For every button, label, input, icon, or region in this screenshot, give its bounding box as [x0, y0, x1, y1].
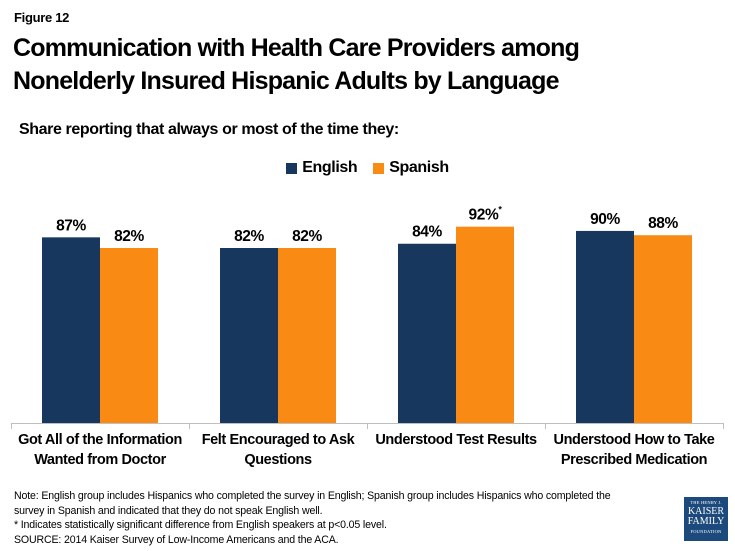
x-tick-label: Felt Encouraged to Ask Questions: [189, 430, 367, 470]
bar-spanish: [634, 235, 692, 423]
logo-line-4: FOUNDATION: [690, 529, 722, 534]
chart-title-line-2: Nonelderly Insured Hispanic Adults by La…: [13, 67, 560, 95]
x-tick-label-line: Got All of the Information: [18, 432, 182, 448]
x-tick-label-line: Understood How to Take: [553, 432, 715, 448]
x-tick-label-line: Prescribed Medication: [560, 452, 708, 468]
bar-english: [398, 243, 456, 423]
legend-swatch-spanish: [373, 162, 385, 174]
significance-note: * Indicates statistically significant di…: [14, 519, 387, 531]
logo-line-2: KAISER: [687, 506, 725, 517]
chart-title: Communication with Health Care Providers…: [13, 32, 580, 98]
logo-line-1: THE HENRY J.: [690, 500, 722, 505]
bar-chart: 87% 82% 84% 90% 82% 82% 92%* 88%: [11, 205, 724, 429]
legend: English Spanish: [0, 159, 735, 177]
chart-subtitle: Share reporting that always or most of t…: [19, 121, 399, 138]
bar-english: [220, 248, 278, 423]
chart-title-line-1: Communication with Health Care Providers…: [13, 34, 580, 62]
legend-swatch-english: [286, 162, 298, 174]
legend-item-english: English: [286, 159, 358, 177]
figure-label: Figure 12: [14, 10, 70, 25]
data-label-english: 84%: [412, 224, 442, 241]
source-note: SOURCE: 2014 Kaiser Survey of Low-Income…: [14, 533, 339, 546]
kff-logo: THE HENRY J. KAISER FAMILY FOUNDATION: [684, 497, 728, 541]
x-tick-label-line: Understood Test Results: [375, 432, 537, 448]
data-label-spanish: 82%: [114, 228, 144, 245]
x-tick-label: Understood Test Results: [367, 430, 545, 450]
legend-item-spanish: Spanish: [373, 159, 449, 177]
legend-label-spanish: Spanish: [389, 159, 449, 176]
x-tick-label-line: Questions: [244, 452, 312, 468]
chart-notes: Note: English group includes Hispanics w…: [14, 489, 664, 547]
significance-marker: *: [498, 205, 502, 215]
logo-line-3: FAMILY: [687, 516, 725, 527]
x-tick-label: Understood How to Take Prescribed Medicat…: [545, 430, 723, 470]
note-line-1: Note: English group includes Hispanics w…: [14, 490, 611, 502]
x-tick-label-line: Felt Encouraged to Ask: [201, 432, 355, 448]
data-label-spanish: 92%*: [469, 205, 503, 224]
note-line-2: survey in Spanish and indicated that the…: [14, 504, 323, 517]
data-label-spanish: 82%: [292, 228, 322, 245]
data-label-english: 90%: [590, 211, 620, 228]
legend-label-english: English: [302, 159, 358, 176]
data-label-english: 87%: [56, 217, 86, 234]
data-label-english: 82%: [234, 228, 264, 245]
bar-spanish: [278, 248, 336, 423]
x-tick-label-line: Wanted from Doctor: [34, 452, 166, 468]
bar-english: [576, 230, 634, 423]
bar-spanish: [456, 226, 514, 423]
data-label-spanish: 88%: [648, 215, 678, 232]
x-tick-label: Got All of the Information Wanted from Do…: [11, 430, 189, 470]
bar-english: [42, 237, 100, 423]
bar-spanish: [100, 248, 158, 423]
